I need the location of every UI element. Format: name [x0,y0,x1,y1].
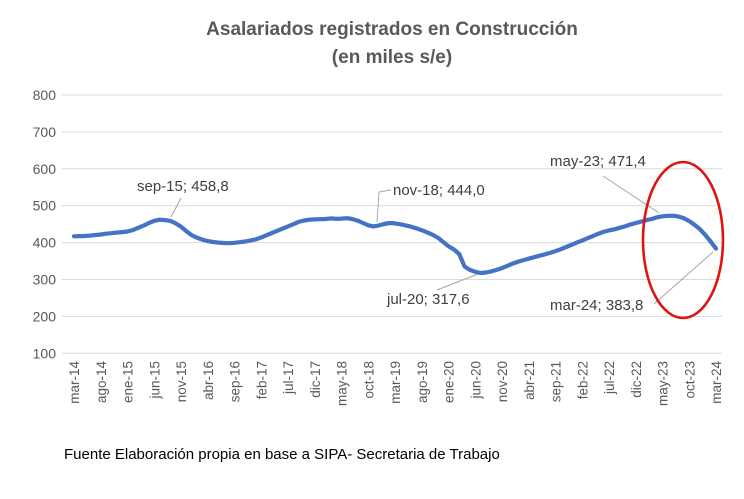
x-tick-label: feb-17 [254,361,269,399]
x-tick-label: sep-21 [549,361,564,402]
y-gridlines [62,94,722,354]
x-tick-label: abr-16 [201,361,216,400]
data-label-nov18: nov-18; 444,0 [393,182,485,199]
x-tick-label: jun-15 [147,361,162,400]
x-tick-label: jun-20 [468,361,483,400]
x-tick-label: feb-22 [575,361,590,399]
annotation-leader-lines [170,175,714,305]
x-tick-label: sep-16 [228,361,243,402]
y-tick-label: 500 [33,198,57,214]
leader-line-nov18 [376,189,392,223]
x-tick-label: ago-14 [94,361,109,404]
x-tick-label: nov-20 [495,361,510,402]
y-axis-tick-labels: 100 200 300 400 500 600 700 800 [33,87,57,361]
data-label-sep15: sep-15; 458,8 [137,178,229,195]
data-series-line [71,213,719,276]
y-tick-label: 800 [33,87,57,103]
x-tick-label: mar-19 [388,361,403,404]
leader-line-sep15 [170,197,182,218]
x-tick-label: may-23 [656,361,671,406]
x-tick-label: oct-18 [361,361,376,399]
x-tick-label: dic-22 [629,361,644,398]
x-tick-label: ene-15 [121,361,136,403]
y-tick-label: 300 [33,272,57,288]
x-tick-label: nov-15 [174,361,189,402]
y-tick-label: 700 [33,124,57,140]
y-tick-label: 400 [33,235,57,251]
x-tick-label: jul-17 [281,361,296,395]
chart-title: Asalariados registrados en Construcción … [40,16,744,72]
source-note: Fuente Elaboración propia en base a SIPA… [64,446,500,463]
highlight-ellipse [641,160,725,320]
x-axis-tick-labels: mar-14 ago-14 ene-15 jun-15 nov-15 abr-16 sep-… [67,361,724,407]
chart-title-line1: Asalariados registrados en Construcción [206,19,578,40]
data-label-jul20: jul-20; 317,6 [387,291,470,308]
x-tick-label: mar-14 [67,361,82,404]
data-label-may23: may-23; 471,4 [550,153,646,170]
leader-line-mar24 [653,251,714,305]
x-tick-label: oct-23 [682,361,697,399]
x-tick-label: abr-21 [522,361,537,400]
y-tick-label: 600 [33,161,57,177]
leader-line-jul20 [436,273,479,291]
x-tick-label: mar-24 [709,361,724,404]
data-label-mar24: mar-24; 383,8 [550,297,644,314]
x-tick-label: ene-20 [442,361,457,403]
chart-title-line2: (en miles s/e) [331,47,453,68]
y-tick-label: 200 [33,308,57,324]
x-tick-label: ago-19 [415,361,430,403]
x-tick-label: may-18 [335,361,350,406]
x-tick-label: jul-22 [602,361,617,395]
y-tick-label: 100 [33,345,57,361]
leader-line-may23 [602,175,660,214]
x-tick-label: dic-17 [308,361,323,398]
